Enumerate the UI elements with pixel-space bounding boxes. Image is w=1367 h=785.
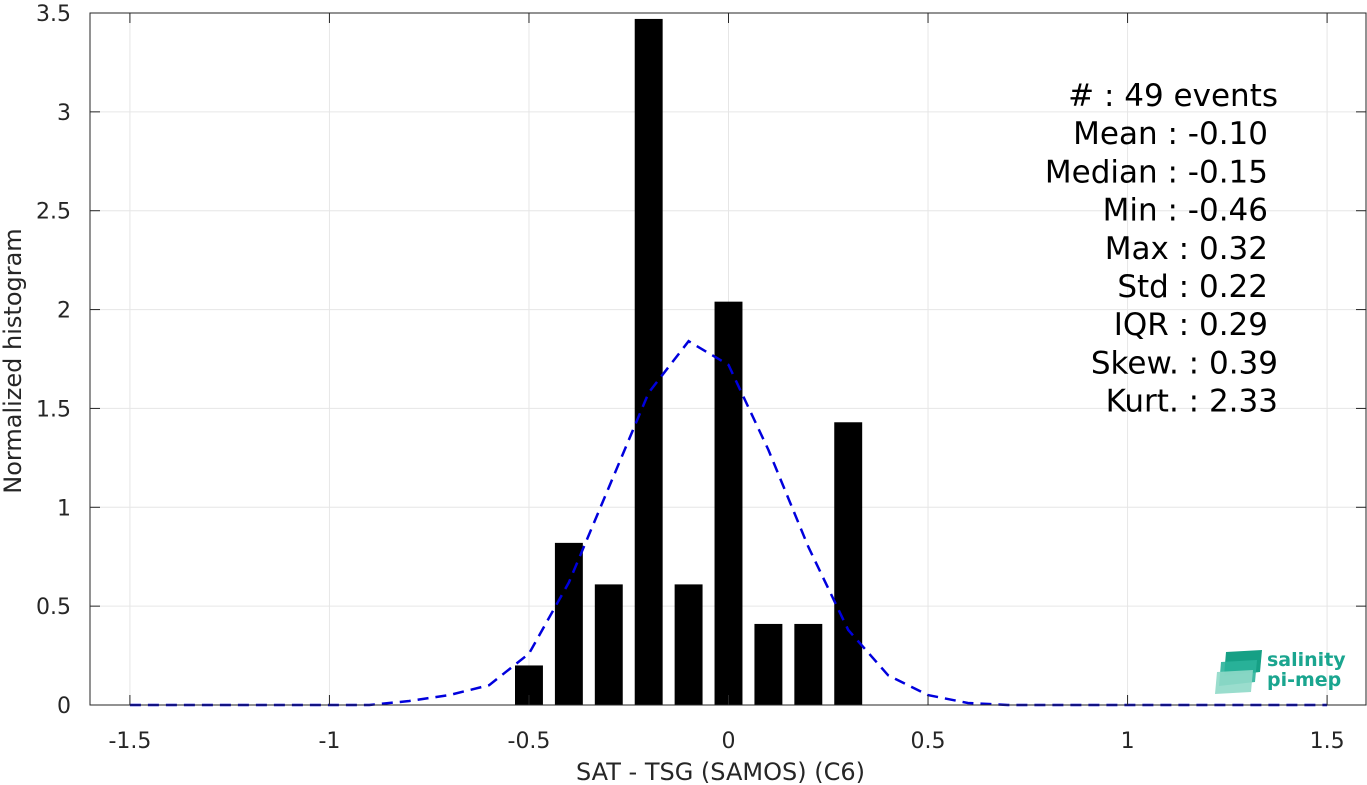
bar-8 <box>834 422 863 705</box>
stat-label: Std : 0.22 <box>1117 269 1268 305</box>
y-tick-label: 0 <box>57 694 71 719</box>
x-tick-label: -1.5 <box>108 729 151 754</box>
stat-line: # : 49 events <box>1068 78 1278 114</box>
y-tick-label: 1.5 <box>36 397 71 422</box>
stat-line: Min : -0.46 <box>1103 193 1268 229</box>
x-tick-labels: -1.5 -1 -0.5 0 0.5 1 1.5 <box>108 729 1344 754</box>
histogram-bars <box>515 18 863 705</box>
y-tick-label: 3.5 <box>36 2 71 27</box>
logo-text-salinity: salinity <box>1267 649 1346 671</box>
stat-label: Max : 0.32 <box>1105 231 1268 267</box>
x-tick-label: 0.5 <box>911 729 946 754</box>
y-tick-labels: 0 0.5 1 1.5 2 2.5 3 3.5 <box>36 2 71 719</box>
stat-label: Mean : -0.10 <box>1073 116 1268 152</box>
y-tick-label: 2 <box>57 299 71 324</box>
x-axis-label: SAT - TSG (SAMOS) (C6) <box>576 758 865 785</box>
bar-5 <box>714 301 743 705</box>
stat-label: Median : -0.15 <box>1045 154 1268 190</box>
x-tick-label: -0.5 <box>508 729 551 754</box>
bar-4 <box>674 584 703 705</box>
stat-label: Skew. : 0.39 <box>1091 345 1278 381</box>
x-tick-label: 1.5 <box>1310 729 1345 754</box>
salinity-pi-mep-logo: salinity pi-mep <box>1215 649 1346 694</box>
stat-label: # : 49 events <box>1068 78 1278 114</box>
bar-6 <box>754 623 783 705</box>
y-tick-label: 1 <box>57 496 71 521</box>
bar-3 <box>634 18 663 705</box>
y-tick-label: 0.5 <box>36 595 71 620</box>
bar-7 <box>794 623 823 705</box>
grid-lines <box>90 12 1367 706</box>
stat-line: Median : -0.15 <box>1045 154 1268 190</box>
y-axis-label: Normalized histogram <box>0 228 27 493</box>
logo-text-pi-mep: pi-mep <box>1267 669 1341 691</box>
stat-label: Kurt. : 2.33 <box>1106 384 1278 420</box>
stat-label: IQR : 0.29 <box>1114 307 1268 343</box>
y-tick-label: 3 <box>57 101 71 126</box>
x-tick-label: 0 <box>722 729 736 754</box>
stat-line: Max : 0.32 <box>1105 231 1268 267</box>
stat-line: Kurt. : 2.33 <box>1106 384 1278 420</box>
x-tick-label: -1 <box>318 729 340 754</box>
y-tick-label: 2.5 <box>36 200 71 225</box>
stat-line: Std : 0.22 <box>1117 269 1268 305</box>
stat-line: IQR : 0.29 <box>1114 307 1268 343</box>
wave-logo-icon <box>1215 650 1262 694</box>
axis-ticks <box>90 12 1366 706</box>
bar-2 <box>594 584 623 705</box>
stat-line: Skew. : 0.39 <box>1091 345 1278 381</box>
stat-line: Mean : -0.10 <box>1073 116 1268 152</box>
bar-1 <box>554 542 583 705</box>
stat-label: Min : -0.46 <box>1103 193 1268 229</box>
x-tick-label: 1 <box>1121 729 1135 754</box>
